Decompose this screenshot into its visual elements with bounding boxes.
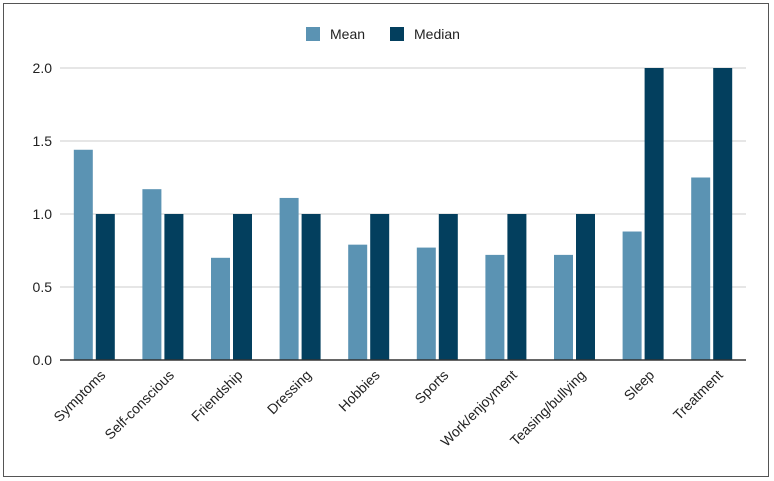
bar-median-symptoms <box>95 214 115 360</box>
legend-swatch-median <box>390 27 404 41</box>
bar-mean-symptoms <box>73 149 93 360</box>
gridlines <box>60 67 746 288</box>
y-axis-ticks: 0.0 0.5 1.0 1.5 2.0 <box>33 60 53 368</box>
x-tick-label: Dressing <box>264 367 314 417</box>
bar-median-dressing <box>301 214 321 360</box>
y-tick-label: 0.0 <box>33 352 53 368</box>
bar-mean-dressing <box>279 197 299 360</box>
bar-mean-work-enjoyment <box>485 254 505 360</box>
legend-swatch-mean <box>306 27 320 41</box>
x-tick-label: Treatment <box>670 367 726 423</box>
bar-median-sports <box>438 214 458 360</box>
y-tick-label: 1.5 <box>33 133 53 149</box>
x-tick-label: Teasing/bullying <box>507 367 589 449</box>
bar-median-hobbies <box>370 214 390 360</box>
legend: Mean Median <box>306 26 460 42</box>
bar-median-friendship <box>233 214 252 360</box>
x-tick-label: Friendship <box>188 367 246 425</box>
y-tick-label: 2.0 <box>33 60 53 76</box>
x-tick-label: Hobbies <box>335 367 383 415</box>
bar-mean-friendship <box>211 257 230 360</box>
bar-median-sleep <box>644 68 664 360</box>
bar-mean-treatment <box>691 177 711 360</box>
legend-label-mean: Mean <box>330 26 365 42</box>
y-tick-label: 1.0 <box>33 206 53 222</box>
bar-mean-sports <box>416 247 436 360</box>
bar-mean-self-conscious <box>142 189 162 360</box>
bar-mean-hobbies <box>348 244 368 360</box>
legend-label-median: Median <box>414 26 460 42</box>
bar-median-work-enjoyment <box>507 214 527 360</box>
bar-median-treatment <box>713 68 733 360</box>
bar-median-teasing-bullying <box>576 214 595 360</box>
bar-mean-teasing-bullying <box>554 254 573 360</box>
bar-mean-sleep <box>622 231 642 360</box>
bar-median-self-conscious <box>164 214 184 360</box>
x-tick-label: Sleep <box>621 367 658 404</box>
x-tick-label: Symptoms <box>50 367 108 425</box>
x-tick-label: Sports <box>411 367 451 407</box>
y-tick-label: 0.5 <box>33 279 53 295</box>
x-tick-label: Self-conscious <box>101 367 177 443</box>
bars <box>73 68 733 360</box>
